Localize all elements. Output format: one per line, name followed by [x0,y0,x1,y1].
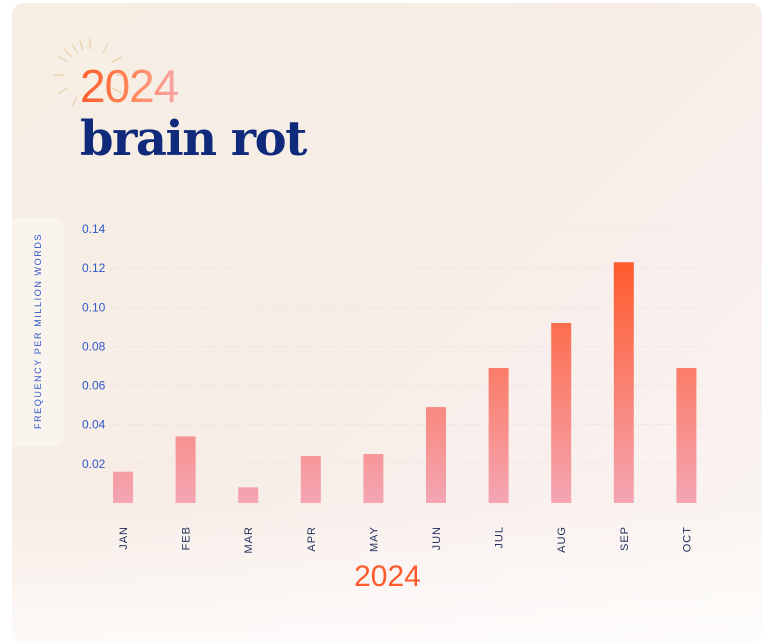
bar-mar [238,487,259,503]
y-tick-label: 0.04 [82,418,106,432]
y-tick-label: 0.10 [82,300,106,314]
bar-jan [113,471,133,503]
x-tick-label: OCT [681,526,693,552]
y-tick-label: 0.08 [82,339,106,353]
bar-may [363,454,384,503]
x-tick-label: SEP [619,526,631,551]
bar-apr [300,456,321,503]
y-tick-label: 0.12 [82,261,106,275]
x-tick-label: JUL [494,526,506,549]
chart-card: 2024 brain rot FREQUENCY PER MILLION WOR… [12,3,762,643]
x-tick-label: FEB [181,526,193,550]
sparkle-burst-icon [53,38,127,107]
bar-chart: 0.02 0.04 0.06 0.08 0.10 0.12 0.14 JAN FEB MAR APR… [82,222,705,553]
x-axis-title: 2024 [354,560,421,593]
x-tick-label: APR [306,526,318,552]
bar-oct [676,367,697,503]
x-tick-label: MAY [368,526,380,552]
y-tick-label: 0.06 [82,379,106,393]
x-tick-label: JAN [118,526,130,550]
bar-sep [613,262,634,503]
y-tick-label: 0.14 [82,222,106,236]
y-tick-label: 0.02 [82,457,106,471]
word-of-year-heading: brain rot [80,111,307,167]
bar-jul [488,367,509,503]
bar-aug [551,322,572,503]
x-tick-label: AUG [556,526,568,553]
year-heading: 2024 [80,60,179,112]
x-tick-label: JUN [431,526,443,550]
x-tick-label: MAR [243,526,255,553]
y-axis-label-tab [12,218,64,446]
bar-feb [175,436,196,503]
bar-jun [426,407,446,503]
